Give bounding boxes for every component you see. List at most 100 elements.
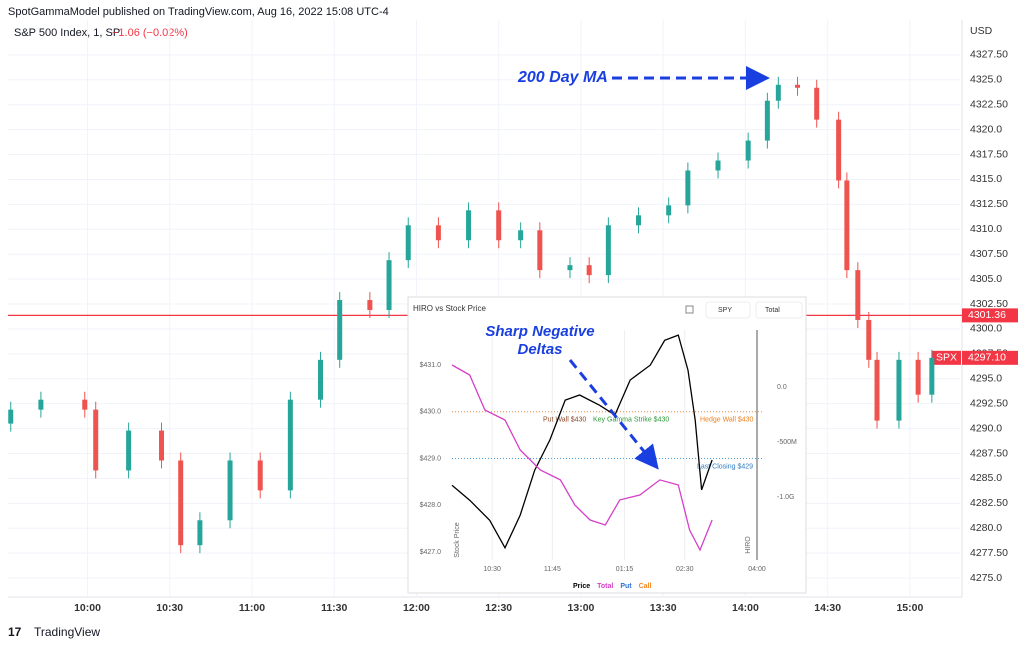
inset-chart: HIRO vs Stock Price SPY Total 10:30 11:45 01:… — [407, 296, 807, 594]
level-label: Put Wall $430 — [543, 417, 586, 424]
y-tick-label: 4307.50 — [970, 248, 1008, 260]
expand-icon[interactable] — [685, 305, 694, 314]
candle-body — [666, 205, 672, 216]
candle-body — [636, 215, 642, 226]
legend-entry: Total — [597, 583, 613, 590]
y-tick-label: 4287.50 — [970, 447, 1008, 459]
symbol: S&P 500 Index, 1, SP — [14, 27, 120, 39]
y-tick-label: $428.0 — [420, 502, 442, 509]
control: SPY — [718, 307, 732, 314]
symbol-tag-label: SPX — [936, 352, 957, 364]
candle-body — [178, 460, 184, 546]
change: −1.06 (−0.02%) — [112, 27, 188, 39]
button[interactable] — [755, 301, 803, 319]
candle-body — [567, 265, 573, 271]
x-tick-label: 14:30 — [814, 602, 841, 614]
candle-body — [586, 265, 592, 276]
symbol-tag — [932, 350, 961, 365]
candle-body — [227, 460, 233, 521]
candle-body — [93, 409, 99, 471]
y-tick-label: $427.0 — [420, 549, 442, 556]
candle-body — [82, 399, 88, 410]
candle-body — [814, 87, 820, 120]
x-tick-label: 13:30 — [650, 602, 677, 614]
legend-entry: Call — [639, 583, 652, 590]
x-tick-label: 01:15 — [616, 566, 634, 573]
candle-body — [836, 119, 842, 181]
y-tick-label: $429.0 — [420, 455, 442, 462]
candle-body — [866, 319, 872, 360]
inset-frame — [407, 296, 807, 594]
candle-body — [386, 260, 392, 310]
candle-body — [844, 180, 850, 271]
x-tick-label: 11:45 — [544, 566, 561, 573]
candle-body — [537, 230, 543, 271]
annotation: Sharp Negative — [485, 323, 594, 340]
legend-entry: Price — [573, 583, 590, 590]
candle-body — [855, 270, 861, 320]
y-tick-label: 4315.0 — [970, 173, 1002, 185]
y2-tick-label: 0.0 — [777, 384, 787, 391]
candle-body — [126, 430, 132, 471]
candle-body — [874, 359, 880, 421]
x-tick-label: 14:00 — [732, 602, 759, 614]
y-axis-label: Stock Price — [454, 522, 461, 558]
last-price-label: 4297.10 — [968, 352, 1006, 364]
y2-tick-label: -500M — [777, 439, 797, 446]
candle-body — [775, 84, 781, 101]
candle-body — [8, 409, 14, 424]
y-tick-label: 4305.0 — [970, 273, 1002, 285]
candle-body — [337, 300, 343, 360]
annotation: 200 Day MA — [517, 69, 608, 86]
x-tick-label: 10:00 — [74, 602, 101, 614]
y-tick-label: 4300.0 — [970, 323, 1002, 335]
y-tick-label: 4310.0 — [970, 223, 1002, 235]
candle-body — [466, 210, 472, 241]
candle-body — [435, 225, 441, 241]
x-tick-label: 11:30 — [321, 602, 347, 614]
candle-body — [405, 225, 411, 261]
x-tick-label: 02:30 — [676, 566, 694, 573]
publisher: SpotGammaModel published on TradingView.… — [8, 6, 389, 18]
currency: USD — [970, 25, 993, 37]
level-label: Hedge Wall $430 — [700, 417, 754, 424]
y-tick-label: 4327.50 — [970, 49, 1008, 61]
y-tick-label: 4275.0 — [970, 572, 1002, 584]
x-tick-label: 04:00 — [748, 566, 766, 573]
candle-body — [764, 100, 770, 141]
x-tick-label: 12:30 — [485, 602, 512, 614]
y-tick-label: 4285.0 — [970, 472, 1002, 484]
y-tick-label: 4320.0 — [970, 123, 1002, 135]
candle-body — [257, 460, 263, 491]
candle-body — [685, 170, 691, 206]
series-line — [451, 334, 713, 550]
annotation: Deltas — [517, 341, 562, 358]
level-label: Last Closing $429 — [697, 463, 753, 470]
candle-body — [915, 359, 921, 395]
y-tick-label: 4322.50 — [970, 98, 1008, 110]
candle-body — [929, 357, 935, 395]
last-price-tag — [962, 350, 1018, 365]
candle-body — [38, 399, 44, 410]
y-tick-label: $431.0 — [420, 362, 442, 369]
y-tick-label: 4290.0 — [970, 422, 1002, 434]
price-tag-label: 4301.36 — [968, 309, 1006, 321]
x-tick-label: 12:00 — [403, 602, 430, 614]
button[interactable] — [705, 301, 751, 319]
candle-body — [318, 359, 324, 400]
y-tick-label: 4317.50 — [970, 148, 1008, 160]
level-label: Key Gamma Strike $430 — [593, 417, 669, 424]
logo: 17 — [8, 625, 22, 639]
control: Total — [765, 307, 780, 314]
inset-title: HIRO vs Stock Price — [413, 304, 486, 313]
candle-body — [518, 230, 524, 241]
y2-tick-label: -1.0G — [777, 494, 795, 501]
y-tick-label: 4312.50 — [970, 198, 1008, 210]
candle-body — [287, 399, 293, 491]
y-tick-label: 4282.50 — [970, 497, 1008, 509]
x-tick-label: 15:00 — [896, 602, 923, 614]
candle-body — [496, 210, 502, 241]
x-tick-label: 13:00 — [568, 602, 595, 614]
candle-body — [745, 140, 751, 161]
x-tick-label: 10:30 — [156, 602, 183, 614]
